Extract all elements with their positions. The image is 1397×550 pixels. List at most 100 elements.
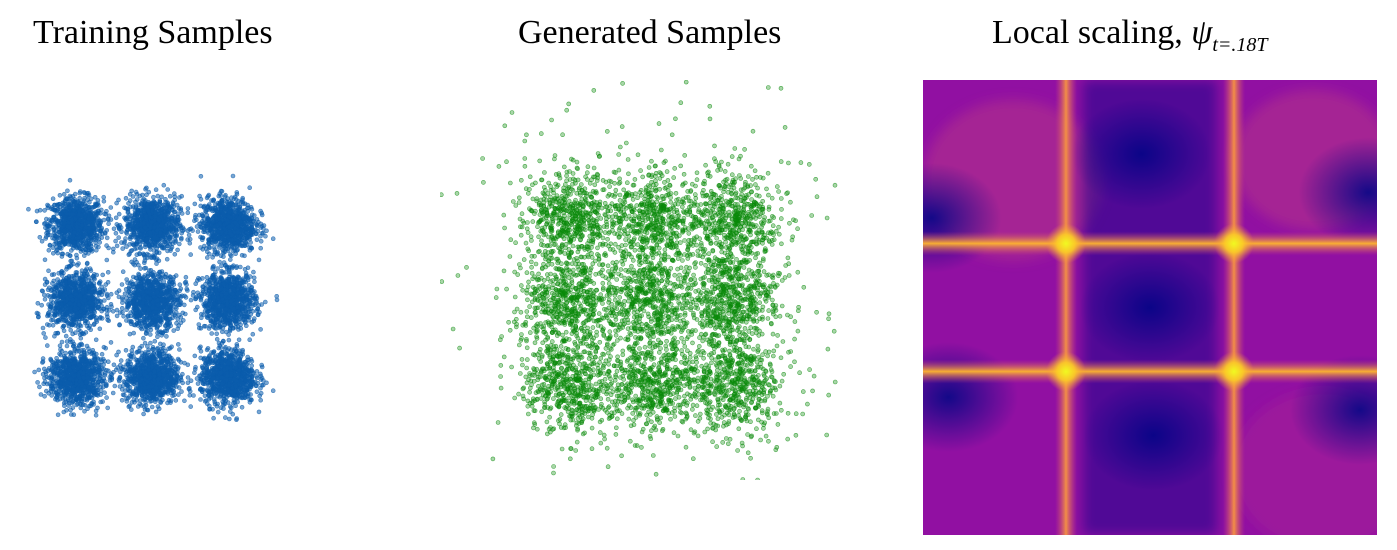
scatter-point — [35, 314, 41, 320]
scatter-point — [126, 298, 131, 304]
scatter-point — [127, 284, 132, 289]
scatter-point — [82, 190, 88, 196]
scatter-point — [141, 220, 146, 226]
scatter-point — [62, 220, 68, 226]
scatter-point — [74, 244, 79, 250]
scatter-point — [101, 194, 106, 200]
scatter-point — [73, 320, 79, 325]
scatter-point — [65, 188, 70, 194]
scatter-point — [66, 242, 72, 247]
scatter-point — [178, 315, 184, 320]
scatter-point — [123, 236, 128, 241]
scatter-point — [224, 230, 229, 236]
scatter-point — [100, 272, 105, 278]
scatter-point — [146, 279, 151, 284]
scatter-point — [163, 275, 169, 280]
scatter-point — [166, 209, 172, 214]
scatter-point — [178, 286, 184, 292]
scatter-point — [129, 188, 134, 194]
scatter-point — [200, 213, 206, 219]
cluster-0 — [26, 177, 122, 283]
scatter-point — [167, 193, 173, 199]
scatter-point — [222, 241, 227, 247]
scatter-point — [119, 306, 125, 311]
generated-samples-title: Generated Samples — [518, 14, 782, 51]
scatter-point — [142, 255, 148, 260]
scatter-point — [213, 213, 218, 218]
scatter-point — [238, 233, 243, 238]
scatter-point — [64, 211, 70, 216]
scatter-point — [187, 236, 193, 242]
scatter-point — [130, 241, 135, 246]
scatter-point — [188, 252, 193, 257]
scatter-point — [97, 280, 102, 286]
scatter-point — [127, 221, 132, 227]
scatter-point — [74, 224, 80, 230]
scatter-point — [116, 288, 122, 293]
scatter-point — [122, 291, 128, 297]
scatter-point — [219, 198, 224, 204]
scatter-point — [192, 215, 198, 220]
scatter-point — [154, 290, 160, 295]
scatter-point — [136, 271, 141, 277]
scatter-point — [134, 301, 140, 307]
scatter-point — [154, 297, 160, 303]
scatter-point — [274, 297, 280, 303]
scatter-point — [150, 305, 155, 311]
scatter-point — [56, 202, 62, 207]
scatter-point — [164, 320, 170, 326]
scatter-point — [64, 196, 69, 202]
scatter-point — [238, 219, 243, 225]
scatter-point — [92, 213, 98, 219]
scatter-point — [95, 198, 101, 203]
scatter-point — [61, 328, 67, 333]
scatter-point — [212, 249, 218, 255]
scatter-point — [248, 205, 254, 210]
scatter-point — [151, 235, 157, 241]
scatter-point — [59, 211, 64, 216]
scatter-point — [35, 301, 41, 306]
scatter-point — [44, 231, 49, 236]
scatter-point — [159, 194, 164, 200]
scatter-point — [206, 245, 212, 250]
scatter-point — [47, 242, 53, 248]
scatter-point — [114, 313, 120, 319]
scatter-point — [143, 214, 149, 219]
scatter-point — [102, 298, 107, 303]
scatter-point — [88, 247, 93, 253]
scatter-point — [104, 243, 109, 248]
scatter-point — [173, 313, 178, 319]
scatter-point — [270, 236, 276, 241]
scatter-point — [163, 316, 169, 321]
scatter-point — [111, 246, 116, 252]
scatter-point — [179, 193, 184, 199]
scatter-point — [70, 331, 75, 337]
scatter-point — [199, 225, 205, 230]
scatter-point — [55, 305, 60, 311]
scatter-point — [147, 316, 153, 321]
scatter-point — [237, 208, 243, 213]
scatter-point — [108, 205, 114, 210]
scatter-point — [162, 225, 168, 231]
scatter-point — [73, 292, 79, 297]
scatter-point — [223, 246, 229, 252]
scatter-point — [188, 297, 194, 303]
scatter-point — [166, 311, 172, 316]
scatter-point — [164, 334, 169, 339]
scatter-point — [145, 202, 150, 207]
scatter-point — [231, 245, 237, 251]
scatter-point — [186, 232, 192, 238]
scatter-point — [142, 266, 147, 271]
scatter-point — [194, 224, 200, 229]
scatter-point — [169, 204, 174, 209]
scatter-point — [51, 305, 57, 310]
psi-symbol: ψt=.18T — [1191, 14, 1268, 56]
scatter-point — [245, 208, 251, 214]
scatter-point — [60, 306, 65, 312]
scatter-point — [92, 296, 97, 302]
scatter-point — [93, 203, 98, 209]
scatter-point — [80, 315, 86, 320]
scatter-point — [87, 285, 93, 291]
scatter-point — [66, 264, 72, 270]
scatter-point — [177, 282, 183, 287]
